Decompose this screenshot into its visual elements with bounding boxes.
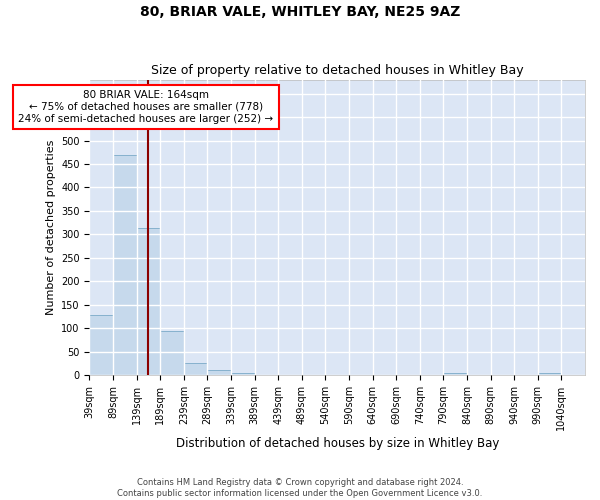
- Bar: [137, 228, 160, 375]
- Bar: [443, 373, 467, 375]
- Bar: [231, 372, 254, 375]
- Text: 80 BRIAR VALE: 164sqm
← 75% of detached houses are smaller (778)
24% of semi-det: 80 BRIAR VALE: 164sqm ← 75% of detached …: [19, 90, 274, 124]
- X-axis label: Distribution of detached houses by size in Whitley Bay: Distribution of detached houses by size …: [176, 437, 499, 450]
- Bar: [160, 331, 184, 375]
- Text: Contains HM Land Registry data © Crown copyright and database right 2024.
Contai: Contains HM Land Registry data © Crown c…: [118, 478, 482, 498]
- Bar: [184, 364, 208, 375]
- Bar: [208, 370, 231, 375]
- Title: Size of property relative to detached houses in Whitley Bay: Size of property relative to detached ho…: [151, 64, 524, 77]
- Text: 80, BRIAR VALE, WHITLEY BAY, NE25 9AZ: 80, BRIAR VALE, WHITLEY BAY, NE25 9AZ: [140, 5, 460, 19]
- Y-axis label: Number of detached properties: Number of detached properties: [46, 140, 56, 315]
- Bar: [89, 315, 113, 375]
- Bar: [538, 372, 562, 375]
- Bar: [113, 154, 137, 375]
